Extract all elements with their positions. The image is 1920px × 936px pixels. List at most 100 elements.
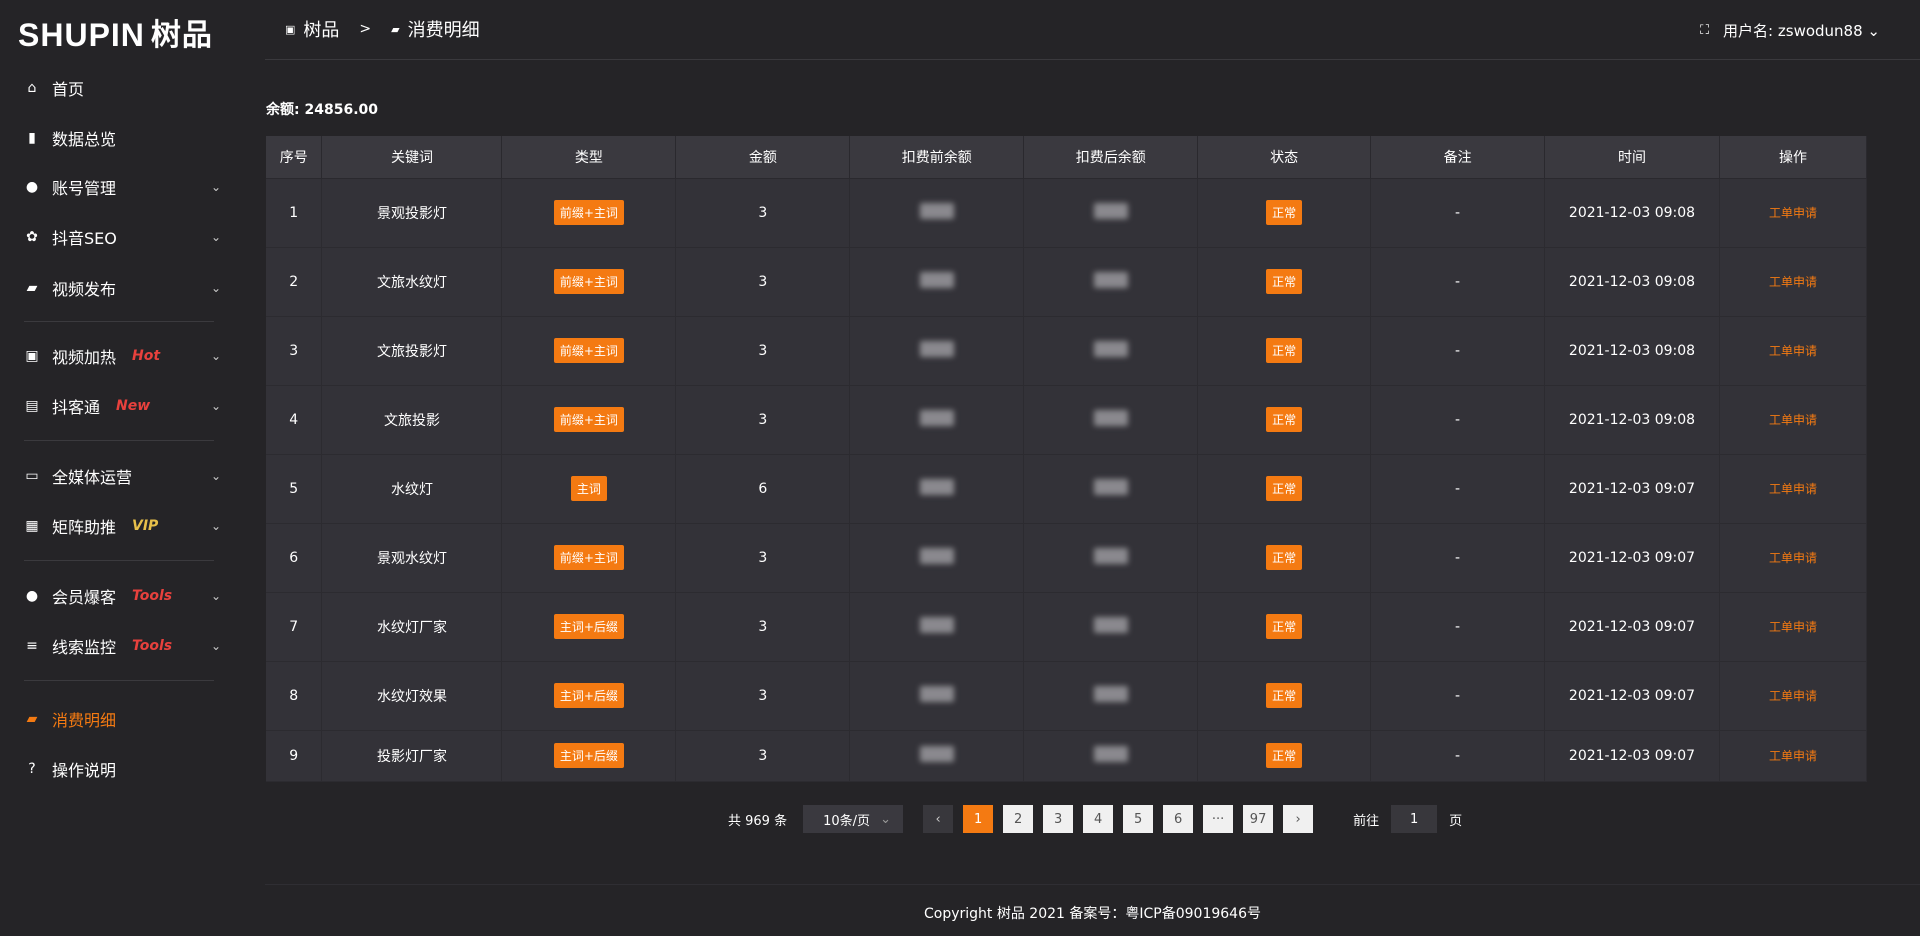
sidebar-item-label: 线索监控	[52, 638, 117, 657]
time: 2021-12-03 09:07	[1544, 454, 1720, 524]
balance-after	[1023, 247, 1199, 317]
sidebar-item[interactable]: ▣ 视频加热 Hot ⌄	[0, 336, 265, 376]
note: -	[1370, 454, 1546, 524]
op-cell: 工单申请	[1719, 454, 1868, 524]
chevron-down-icon: ⌄	[210, 639, 221, 653]
type-cell: 主词	[501, 454, 677, 524]
status-badge: 正常	[1266, 476, 1303, 501]
goto-page-input[interactable]: 1	[1391, 805, 1438, 833]
sidebar-item[interactable]: ✿ 抖音SEO ⌄	[0, 217, 265, 257]
column-header: 扣费前余额	[849, 136, 1025, 179]
chevron-down-icon: ⌄	[1862, 22, 1880, 40]
balance: 余额: 24856.00	[266, 99, 378, 119]
ticket-apply-link[interactable]: 工单申请	[1768, 620, 1817, 634]
username: zswodun88	[1777, 22, 1863, 40]
keyword: 景观投影灯	[321, 178, 503, 248]
balance-before	[849, 661, 1025, 731]
status-badge: 正常	[1266, 338, 1303, 363]
column-header: 序号	[266, 136, 323, 179]
sidebar-item-label: 矩阵助推	[52, 518, 117, 537]
column-header: 状态	[1197, 136, 1372, 179]
page-size-select[interactable]: 10条/页 ⌄	[803, 805, 904, 833]
sliders-icon: ≡	[26, 638, 38, 654]
sidebar-item[interactable]: ? 操作说明	[0, 749, 265, 789]
sidebar-item[interactable]: ● 账号管理 ⌄	[0, 167, 265, 207]
row-number: 9	[266, 730, 323, 782]
blurred-value	[1093, 202, 1128, 219]
sidebar-item-tag: Tools	[132, 588, 173, 604]
balance-label: 余额:	[266, 102, 300, 118]
sidebar-item[interactable]: ▤ 抖客通 New ⌄	[0, 386, 265, 426]
amount: 3	[675, 178, 851, 248]
column-header: 类型	[501, 136, 677, 179]
ticket-apply-link[interactable]: 工单申请	[1768, 275, 1817, 289]
logo[interactable]: SHUPIN 树品	[18, 14, 213, 54]
member-icon: ●	[25, 588, 39, 604]
type-cell: 前缀+主词	[501, 178, 677, 248]
note: -	[1370, 385, 1546, 455]
keyword: 文旅投影	[321, 385, 503, 455]
ticket-apply-link[interactable]: 工单申请	[1768, 551, 1817, 565]
next-page-button[interactable]: ›	[1283, 805, 1314, 833]
sidebar-item-label: 数据总览	[52, 130, 117, 149]
type-cell: 主词+后缀	[501, 661, 677, 731]
logo-text: SHUPIN	[18, 17, 145, 53]
sidebar-item-label: 账号管理	[52, 179, 117, 198]
table-row: 2 文旅水纹灯 前缀+主词 3 正常 - 2021-12-03 09:08 工单…	[266, 247, 1868, 317]
status-cell: 正常	[1197, 316, 1372, 386]
sidebar-item[interactable]: ≡ 线索监控 Tools ⌄	[0, 626, 265, 666]
prev-page-button[interactable]: ‹	[923, 805, 954, 833]
ticket-apply-link[interactable]: 工单申请	[1768, 344, 1817, 358]
sidebar-item[interactable]: ▰ 消费明细	[0, 699, 265, 739]
ticket-apply-link[interactable]: 工单申请	[1768, 482, 1817, 496]
table-row: 7 水纹灯厂家 主词+后缀 3 正常 - 2021-12-03 09:07 工单…	[266, 592, 1868, 662]
column-header: 操作	[1719, 136, 1868, 179]
blurred-value	[919, 745, 954, 762]
page-button[interactable]: 3	[1043, 805, 1074, 833]
ticket-apply-link[interactable]: 工单申请	[1768, 206, 1817, 220]
chevron-down-icon: ⌄	[210, 469, 221, 483]
note: -	[1370, 592, 1546, 662]
sidebar-item-label: 消费明细	[52, 711, 117, 730]
status-cell: 正常	[1197, 178, 1372, 248]
time: 2021-12-03 09:07	[1544, 592, 1720, 662]
sidebar-item[interactable]: ▰ 视频发布 ⌄	[0, 268, 265, 308]
page-button[interactable]: 4	[1083, 805, 1114, 833]
type-cell: 主词+后缀	[501, 730, 677, 782]
page-button[interactable]: 5	[1123, 805, 1154, 833]
crumb-root[interactable]: 树品	[303, 20, 340, 41]
status-badge: 正常	[1266, 614, 1303, 639]
amount: 3	[675, 661, 851, 731]
page-button[interactable]: 2	[1003, 805, 1034, 833]
table-row: 5 水纹灯 主词 6 正常 - 2021-12-03 09:07 工单申请	[266, 454, 1868, 524]
keyword: 水纹灯	[321, 454, 503, 524]
page-button[interactable]: 1	[963, 805, 994, 833]
sidebar-item[interactable]: ● 会员爆客 Tools ⌄	[0, 576, 265, 616]
type-badge: 主词+后缀	[553, 743, 624, 768]
sidebar-item[interactable]: ▮ 数据总览	[0, 118, 265, 158]
row-number: 1	[266, 178, 323, 248]
fullscreen-icon[interactable]: ⛶	[1699, 23, 1710, 38]
user-menu[interactable]: 用户名: zswodun88 ⌄	[1723, 20, 1880, 41]
ticket-apply-link[interactable]: 工单申请	[1768, 749, 1817, 763]
ticket-apply-link[interactable]: 工单申请	[1768, 689, 1817, 703]
blurred-value	[1093, 547, 1128, 564]
page-button[interactable]: 97	[1243, 805, 1274, 833]
blurred-value	[1093, 271, 1128, 288]
sidebar-item[interactable]: ▭ 全媒体运营 ⌄	[0, 456, 265, 496]
ticket-apply-link[interactable]: 工单申请	[1768, 413, 1817, 427]
time: 2021-12-03 09:07	[1544, 661, 1720, 731]
page-button[interactable]: 6	[1163, 805, 1194, 833]
sidebar-item-label: 视频加热	[52, 348, 117, 367]
balance-before	[849, 454, 1025, 524]
crumb-icon: ▣	[285, 22, 296, 36]
page-button[interactable]: ···	[1203, 805, 1234, 833]
op-cell: 工单申请	[1719, 247, 1868, 317]
sidebar-item[interactable]: ▦ 矩阵助推 VIP ⌄	[0, 506, 265, 546]
sidebar-item[interactable]: ⌂ 首页	[0, 68, 265, 108]
user-area: ⛶ 用户名: zswodun88 ⌄	[1700, 20, 1880, 41]
keyword: 文旅水纹灯	[321, 247, 503, 317]
sidebar-item-label: 操作说明	[52, 761, 117, 780]
row-number: 6	[266, 523, 323, 593]
chevron-down-icon: ⌄	[210, 519, 221, 533]
